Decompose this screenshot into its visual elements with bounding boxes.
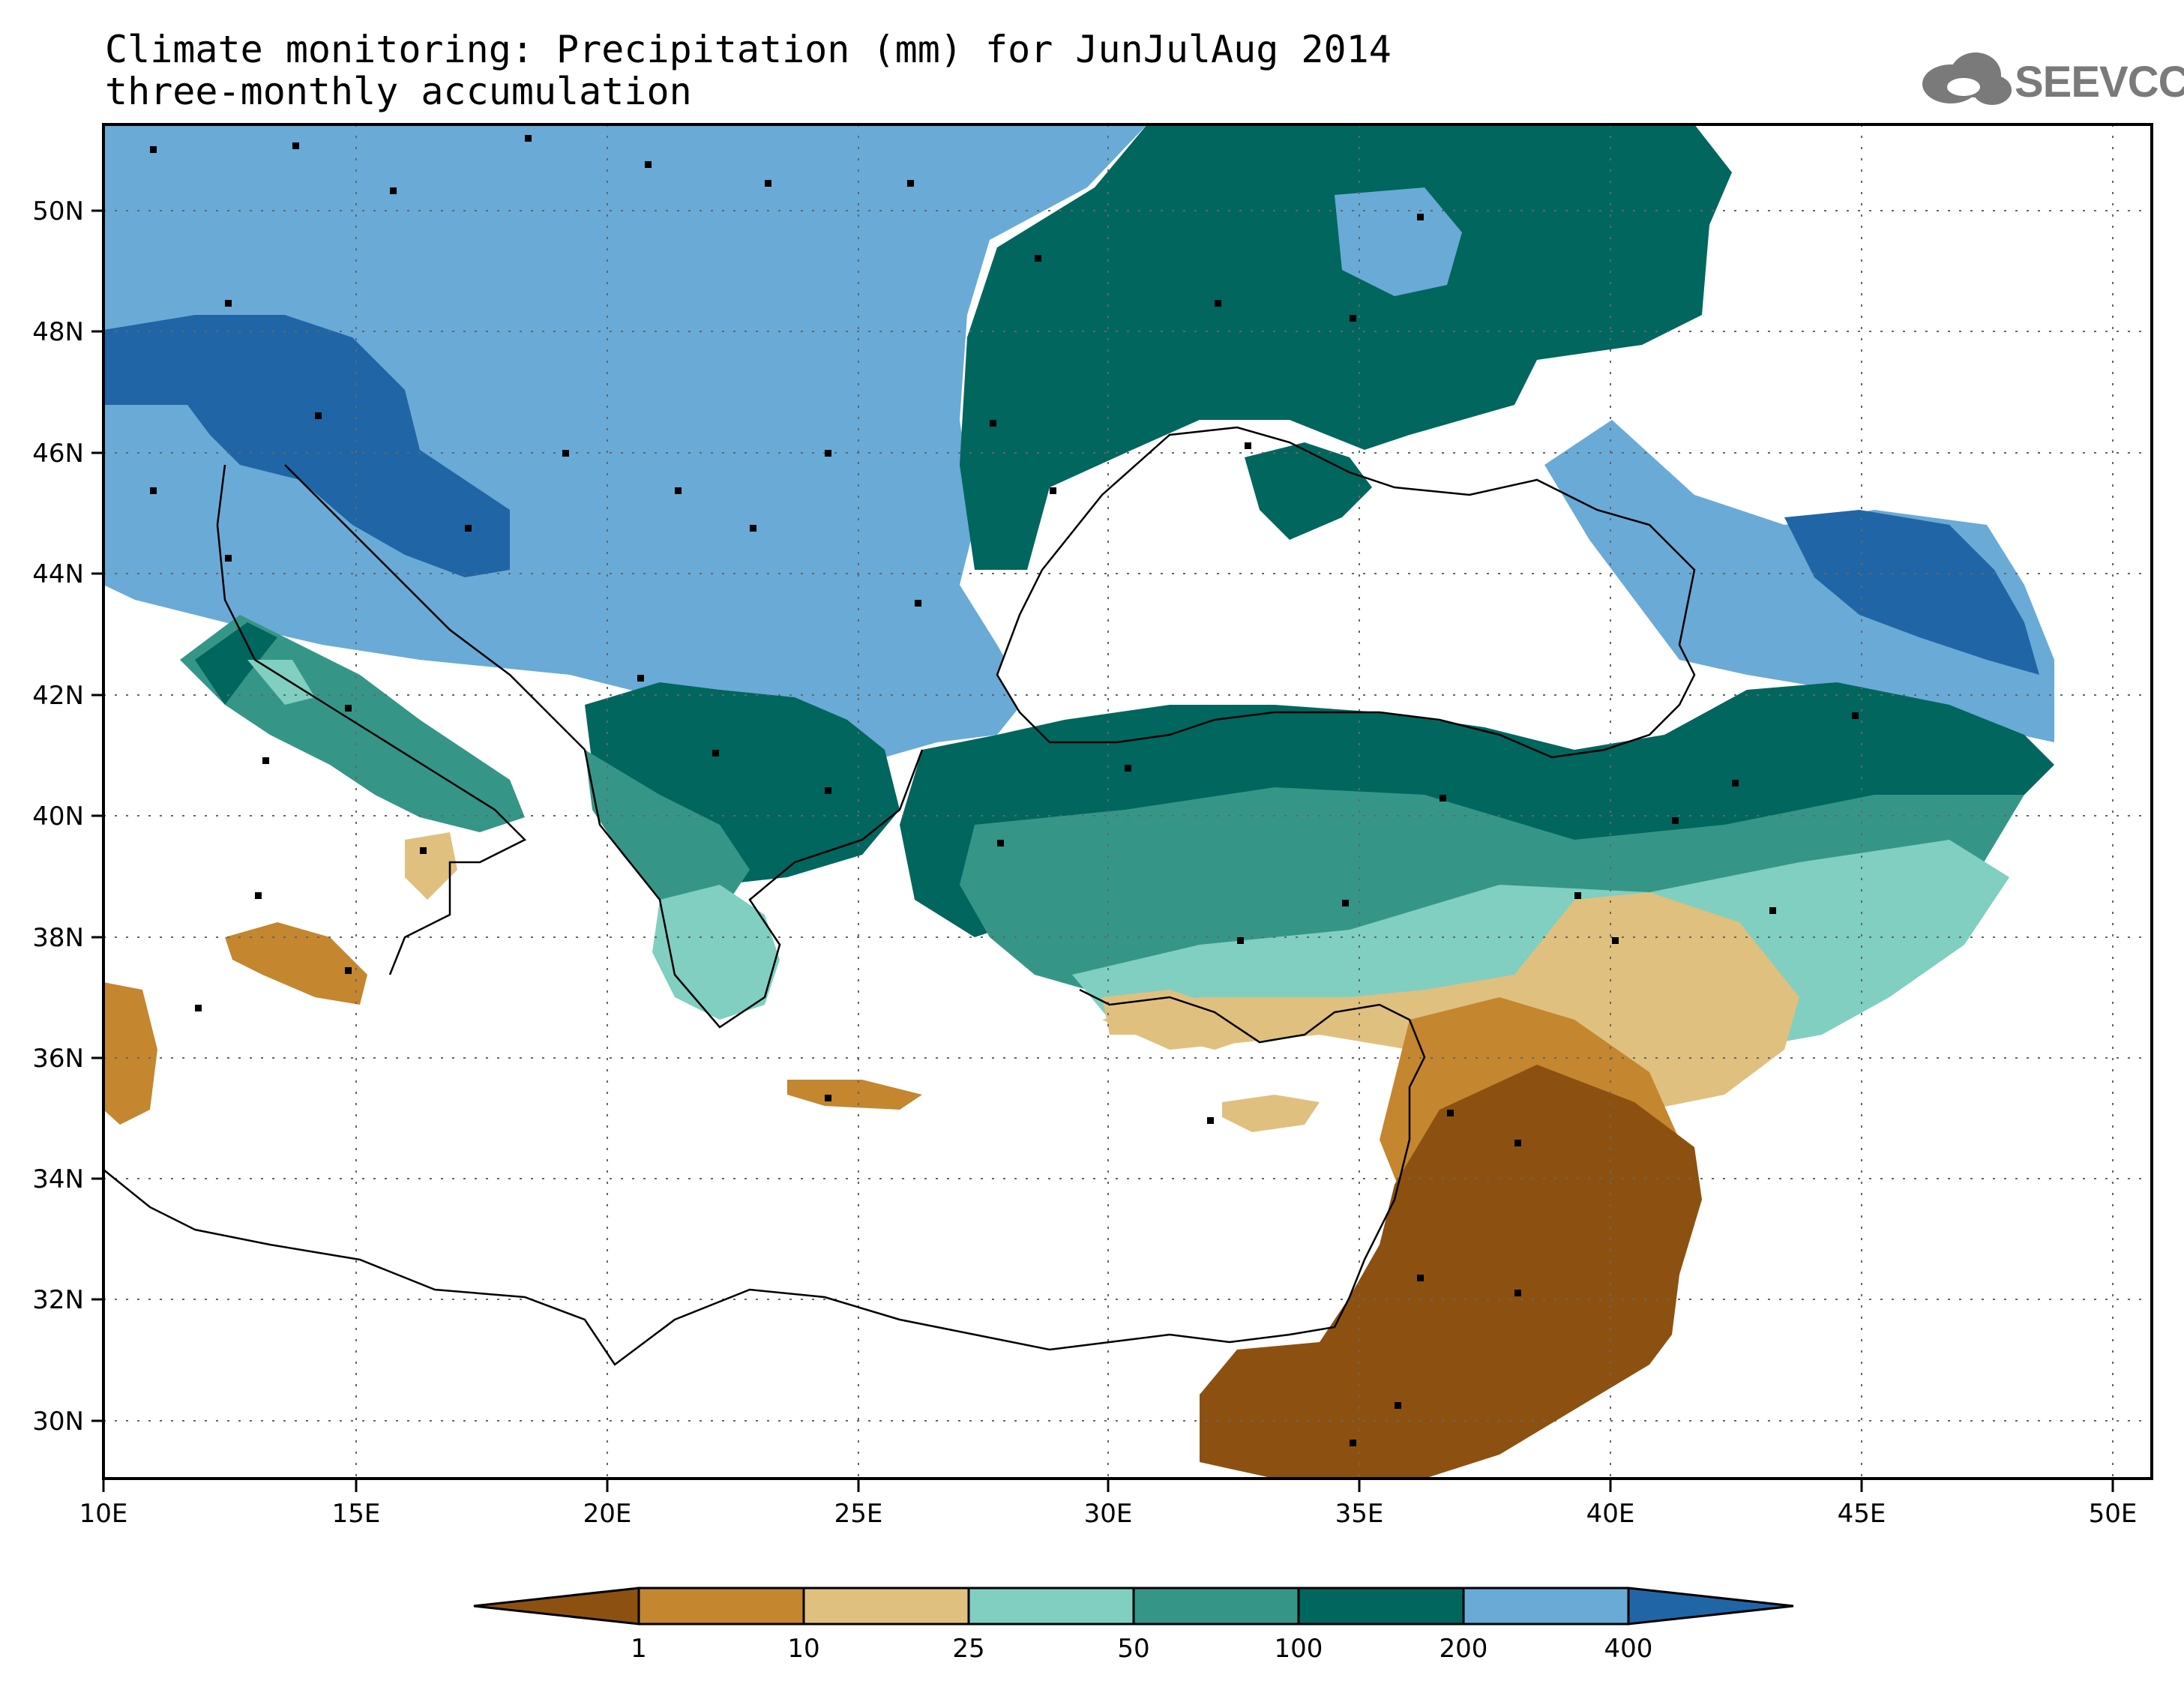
legend-label: 400 (1604, 1634, 1653, 1664)
region-1-10-sicily (225, 922, 367, 1005)
legend-swatch (802, 1587, 970, 1626)
region-200-400-caucasus (1544, 420, 2054, 742)
region-10-25-turkey-coast (1102, 990, 1260, 1050)
legend-label: 1 (631, 1634, 647, 1664)
x-tick-label: 50E (2089, 1499, 2138, 1529)
x-axis-labels: 10E 15E 20E 25E 30E 35E 40E 45E 50E (79, 1499, 2138, 1529)
north-africa-coast (103, 988, 1426, 1366)
region-crete (787, 1080, 922, 1110)
color-legend (473, 1587, 1794, 1626)
region-200-400-east (1335, 187, 1462, 296)
legend-label: 200 (1440, 1634, 1488, 1664)
y-axis-labels: 50N 48N 46N 44N 42N 40N 38N 36N 34N 32N … (32, 196, 84, 1437)
legend-swatch (1462, 1587, 1630, 1626)
x-tick-label: 15E (332, 1499, 381, 1529)
map-subtitle: three-monthly accumulation (105, 70, 692, 113)
black-sea-coast (996, 426, 1696, 759)
region-cyprus (1222, 1095, 1320, 1132)
region-10-25-calabria (405, 832, 457, 900)
greece-coast (583, 749, 924, 1029)
legend-label: 10 (787, 1634, 819, 1664)
map-frame (102, 123, 2153, 1480)
region-50-100-balkans (585, 750, 750, 915)
legend-swatch (1297, 1587, 1465, 1626)
x-tick-label: 30E (1084, 1499, 1133, 1529)
region-25-50-italy (247, 660, 315, 705)
y-tick-label: 34N (32, 1164, 84, 1194)
region-100-200-ukraine (960, 124, 1732, 570)
legend-labels: 1 10 25 50 100 200 400 (631, 1634, 1652, 1664)
x-tick-label: 20E (583, 1499, 632, 1529)
legend-label: 25 (952, 1634, 984, 1664)
black-sea (997, 427, 1694, 757)
logo-text: SEEVCCC (2015, 58, 2184, 106)
x-tick-label: 10E (79, 1499, 128, 1529)
x-tick-label: 45E (1838, 1499, 1886, 1529)
y-tick-label: 50N (32, 196, 84, 226)
station-markers (150, 135, 1859, 1446)
y-tick-label: 38N (32, 923, 84, 953)
adriatic-coast (284, 464, 586, 751)
y-tick-label: 42N (32, 681, 84, 711)
legend-swatch (473, 1587, 640, 1626)
y-tick-label: 32N (32, 1285, 84, 1315)
region-over-400-alps (103, 315, 510, 577)
legend-swatch (1132, 1587, 1300, 1626)
region-100-200-italy (195, 622, 277, 705)
graticule (103, 124, 2152, 1479)
x-axis-ticks (102, 1479, 2114, 1492)
legend-swatch (967, 1587, 1135, 1626)
y-tick-label: 48N (32, 317, 84, 347)
italy-coast (216, 464, 527, 975)
region-200-400 (103, 124, 1147, 757)
y-axis-ticks (91, 209, 103, 1422)
region-over-400-caucasus (1784, 510, 2039, 675)
legend-swatch (637, 1587, 805, 1626)
legend-label: 50 (1117, 1634, 1149, 1664)
seevccc-logo: SEEVCCC (1917, 45, 2184, 112)
x-tick-label: 40E (1586, 1499, 1635, 1529)
y-tick-label: 44N (32, 559, 84, 589)
coastlines (103, 426, 1696, 1366)
region-1-10-tunisia (103, 982, 157, 1125)
legend-swatch (1627, 1587, 1794, 1626)
legend-label: 100 (1275, 1634, 1323, 1664)
cloud-icon (1922, 52, 2012, 105)
y-tick-label: 36N (32, 1044, 84, 1074)
region-under-1-levant (1200, 1065, 1702, 1479)
precipitation-field (103, 124, 2054, 1479)
map-title: Climate monitoring: Precipitation (mm) f… (105, 28, 1392, 71)
x-tick-label: 35E (1335, 1499, 1384, 1529)
x-tick-label: 25E (834, 1499, 883, 1529)
y-tick-label: 40N (32, 802, 84, 832)
y-tick-label: 30N (32, 1407, 84, 1437)
y-tick-label: 46N (32, 439, 84, 469)
